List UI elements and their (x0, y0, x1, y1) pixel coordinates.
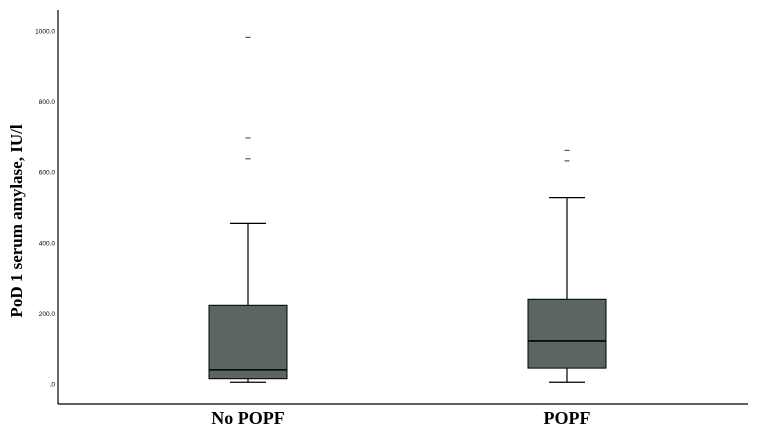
box-group (527, 149, 607, 383)
boxes (208, 36, 607, 383)
y-tick-label: 200.0 (39, 311, 56, 318)
category-labels: No POPF POPF (211, 408, 590, 428)
y-tick-label: .0 (50, 382, 56, 389)
box-group (208, 36, 288, 383)
x-category-label: No POPF (211, 408, 285, 428)
y-ticks: .0 200.0 400.0 600.0 800.0 1000.0 (35, 29, 55, 389)
iqr-box (527, 298, 607, 369)
axes (57, 10, 748, 405)
y-tick-label: 1000.0 (35, 29, 55, 36)
y-axis-label: PoD 1 serum amylase, IU/l (7, 124, 26, 317)
y-tick-label: 800.0 (39, 99, 56, 106)
iqr-box (208, 304, 288, 380)
x-category-label: POPF (544, 408, 591, 428)
y-tick-label: 600.0 (39, 170, 56, 177)
y-tick-label: 400.0 (39, 240, 56, 247)
